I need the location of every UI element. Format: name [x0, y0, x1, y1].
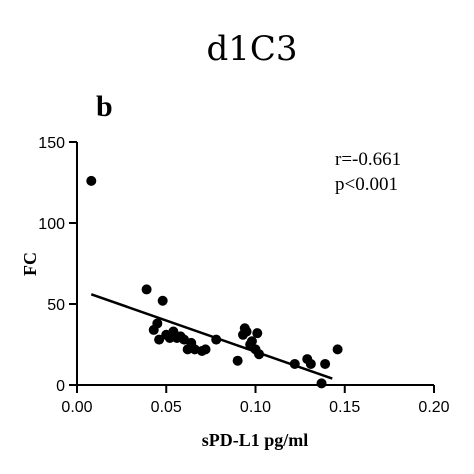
data-point	[241, 326, 252, 337]
plot-area: 0.00 0.05 0.10 0.15 0.20 0 50 100 150	[38, 135, 449, 416]
data-point	[252, 328, 263, 339]
stat-p: p<0.001	[335, 174, 398, 195]
data-point	[157, 295, 168, 306]
data-point	[232, 355, 243, 366]
data-point	[305, 358, 316, 369]
data-point	[141, 284, 152, 295]
x-axis-label: sPD-L1 pg/ml	[202, 430, 309, 450]
panel-label: b	[96, 90, 113, 123]
chart-title: d1C3	[206, 29, 297, 69]
x-tick-label: 0.00	[61, 399, 92, 416]
y-tick-label: 50	[47, 297, 65, 314]
x-tick-label: 0.10	[240, 399, 271, 416]
data-point	[200, 344, 211, 355]
data-point	[211, 334, 222, 345]
data-point	[246, 336, 257, 347]
y-tick-label: 0	[56, 378, 65, 395]
data-point	[332, 344, 343, 355]
x-tick-label: 0.20	[418, 399, 449, 416]
data-point	[254, 349, 265, 360]
x-tick-label: 0.05	[151, 399, 182, 416]
data-point	[154, 334, 165, 345]
data-point	[152, 318, 163, 329]
y-axis-label: FC	[20, 252, 40, 276]
data-point	[320, 358, 331, 369]
y-tick-label: 100	[38, 216, 65, 233]
data-point	[289, 358, 300, 369]
stat-r: r=-0.661	[335, 149, 401, 170]
data-point	[86, 175, 97, 186]
data-point	[316, 378, 327, 389]
x-tick-label: 0.15	[329, 399, 360, 416]
y-tick-label: 150	[38, 135, 65, 152]
